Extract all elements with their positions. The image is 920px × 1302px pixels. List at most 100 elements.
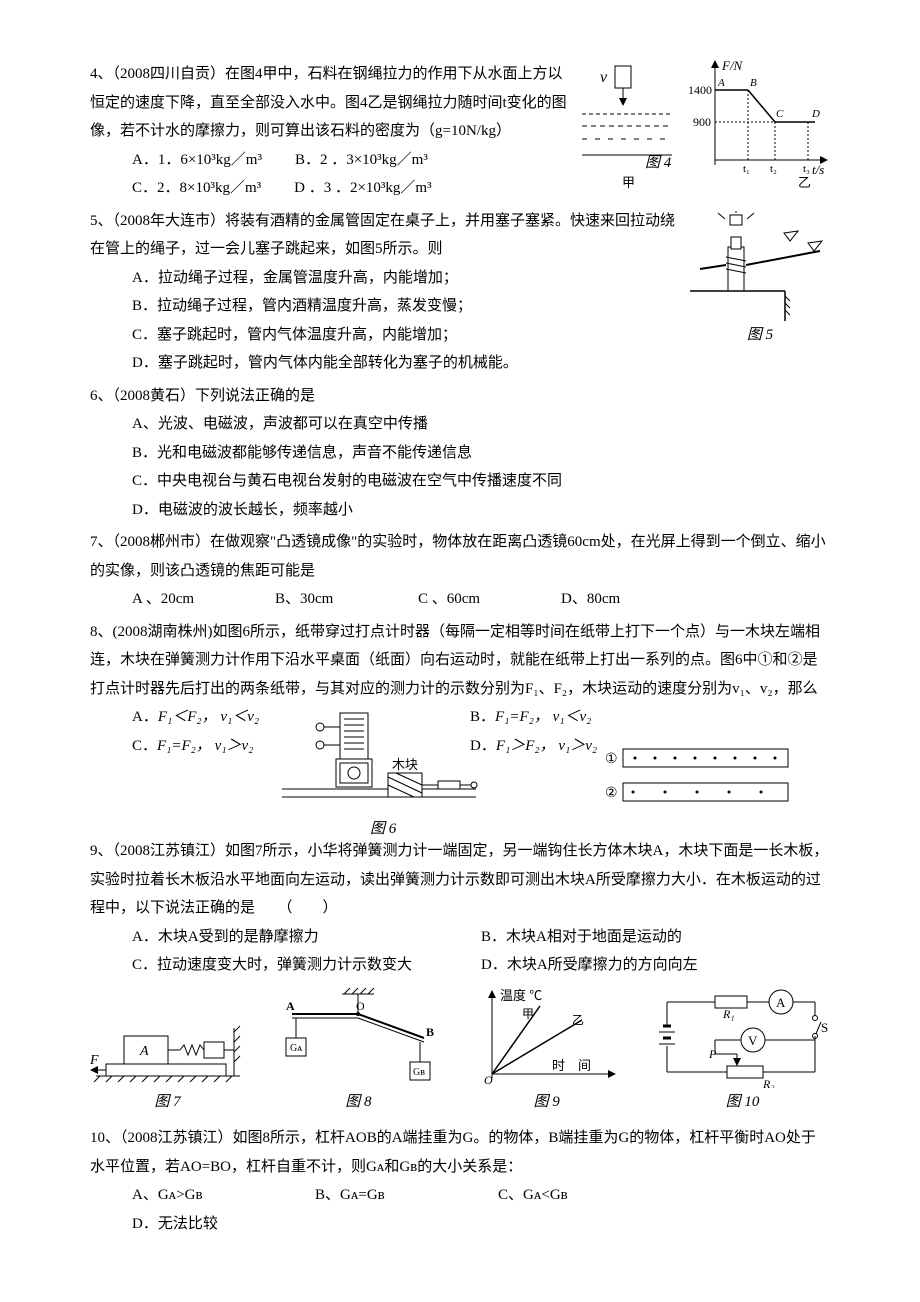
q10-optD: D．无法比较 [132, 1210, 252, 1239]
q4-optB: B．2 ．3×10³kg／m³ [295, 146, 428, 175]
q9-optD: D．木块A所受摩擦力的方向向左 [481, 951, 830, 980]
q4-optC: C．2．8×10³kg／m³ [132, 174, 261, 203]
q7-options: A 、20cm B、30cm C 、60cm D、80cm [90, 585, 830, 614]
question-7: 7、（2008郴州市）在做观察"凸透镜成像"的实验时，物体放在距离凸透镜60cm… [90, 528, 830, 614]
figure-7: A F 图 7 [90, 998, 245, 1117]
q8A-pre: A． [132, 709, 158, 725]
q8-text: 8、(2008湖南株州)如图6所示，纸带穿过打点计时器（每隔一定相等时间在纸带上… [90, 624, 820, 697]
fig8-O: O [356, 999, 365, 1013]
fig9-jia: 甲 [522, 1007, 534, 1021]
fig10-S: S [821, 1020, 828, 1035]
q9-num: 9、 [90, 843, 113, 859]
figure-6-apparatus: 木块 [280, 709, 480, 829]
q8-optD: F₁＞F₂， v₁＞v₂ [496, 738, 597, 754]
q5-text: 5、（2008年大连市）将装有酒精的金属管固定在桌子上，并用塞子塞紧。快速来回拉… [90, 213, 675, 258]
q8C-pre: C． [132, 738, 157, 754]
fig8-A: A [286, 999, 295, 1013]
figure-9: 温度 ℃ 时 间 甲 乙 O 图 9 [472, 988, 622, 1117]
q4-options2: C．2．8×10³kg／m³ D ．3 ．2×10³kg／m³ [90, 174, 570, 203]
q7-optC: C 、60cm [418, 585, 528, 614]
figure-7-label: 图 7 [154, 1088, 180, 1117]
figure-8: O A B Gᴀ Gв 图 8 [278, 988, 438, 1117]
q10-optB: B、Gᴀ=Gв [315, 1181, 465, 1210]
q6-text: 6、（2008黄石）下列说法正确的是 [90, 388, 315, 404]
q6-options: A、光波、电磁波，声波都可以在真空中传播 B．光和电磁波都能够传递信息，声音不能… [90, 410, 830, 524]
question-10: 10、（2008江苏镇江）如图8所示，杠杆AOB的A端挂重为G。的物体，B端挂重… [90, 1124, 830, 1238]
q9-left-opts: A．木块A受到的是静摩擦力 C．拉动速度变大时，弹簧测力计示数变大 [90, 923, 481, 980]
q5-optD: D．塞子跳起时，管内气体内能全部转化为塞子的机械能。 [132, 349, 830, 378]
fig10-R2: R₂ [762, 1077, 775, 1088]
tape-2-label: ② [605, 786, 618, 801]
fig7-F: F [90, 1053, 99, 1068]
q9-right-opts: B．木块A相对于地面是运动的 D．木块A所受摩擦力的方向向左 [481, 923, 830, 980]
q7-optD: D、80cm [561, 585, 671, 614]
q4-src: （2008四川自贡） [113, 66, 226, 82]
fig8-GB: Gв [413, 1067, 425, 1078]
fig6-block-label: 木块 [392, 757, 418, 772]
q6-body: 下列说法正确的是 [195, 388, 315, 404]
figure-9-label: 图 9 [534, 1088, 560, 1117]
fig10-R1: R₁ [722, 1007, 735, 1021]
fig10-P: P [708, 1047, 717, 1061]
q4-optD: D ．3 ．2×10³kg／m³ [294, 174, 431, 203]
question-9: 9、（2008江苏镇江）如图7所示，小华将弹簧测力计一端固定，另一端钩住长方体木… [90, 837, 830, 980]
question-4: 4、（2008四川自贡）在图4甲中，石料在钢绳拉力的作用下从水面上方以恒定的速度… [90, 60, 830, 203]
q10-optA: A、Gᴀ>Gв [132, 1181, 282, 1210]
q5-optA: A．拉动绳子过程，金属管温度升高，内能增加； [132, 264, 830, 293]
q9-src: （2008江苏镇江） [113, 843, 226, 859]
q6-optC: C．中央电视台与黄石电视台发射的电磁波在空气中传播速度不同 [132, 467, 830, 496]
q6-optD: D．电磁波的波长越长，频率越小 [132, 496, 830, 525]
q6-optB: B．光和电磁波都能够传递信息，声音不能传递信息 [132, 439, 830, 468]
fig9-xlabel: 时 间 [552, 1058, 591, 1073]
q8-src: (2008湖南株州) [113, 624, 213, 640]
q10-optC: C、Gᴀ<Gв [498, 1181, 648, 1210]
figure-row: A F 图 7 O A B [90, 988, 830, 1117]
q8-optA: F₁＜F₂， v₁＜v₂ [158, 709, 259, 725]
question-6: 6、（2008黄石）下列说法正确的是 A、光波、电磁波，声波都可以在真空中传播 … [90, 382, 830, 525]
fig10-A: A [776, 995, 786, 1010]
question-8: 8、(2008湖南株州)如图6所示，纸带穿过打点计时器（每隔一定相等时间在纸带上… [90, 618, 830, 834]
q7-optB: B、30cm [275, 585, 385, 614]
question-5: 5、（2008年大连市）将装有酒精的金属管固定在桌子上，并用塞子塞紧。快速来回拉… [90, 207, 830, 378]
q9-optB: B．木块A相对于地面是运动的 [481, 923, 830, 952]
svg-text:O: O [484, 1073, 493, 1087]
q5-optB: B．拉动绳子过程，管内酒精温度升高，蒸发变慢； [132, 292, 830, 321]
q10-num: 10、 [90, 1130, 120, 1146]
tape-1-label: ① [605, 752, 618, 767]
q6-num: 6、 [90, 388, 113, 404]
q7-optA: A 、20cm [132, 585, 242, 614]
q5-options: A．拉动绳子过程，金属管温度升高，内能增加； B．拉动绳子过程，管内酒精温度升高… [90, 264, 830, 378]
figure-10-label: 图 10 [726, 1088, 760, 1117]
q8-opts-right: B．F₁=F₂， v₁＜v₂ D．F₁＞F₂， v₁＞v₂ [470, 703, 597, 760]
q8-optC: F₁=F₂， v₁＞v₂ [157, 738, 253, 754]
figure-10: R₁ A S R₂ P [655, 988, 830, 1117]
fig7-A: A [139, 1044, 149, 1059]
q6-optA: A、光波、电磁波，声波都可以在真空中传播 [132, 410, 830, 439]
q9-text: 9、（2008江苏镇江）如图7所示，小华将弹簧测力计一端固定，另一端钩住长方体木… [90, 843, 828, 916]
q4-options: A．1．6×10³kg／m³ B．2 ．3×10³kg／m³ [90, 146, 570, 175]
fig8-B: B [426, 1025, 434, 1039]
q6-src: （2008黄石） [113, 388, 196, 404]
q9-optA: A．木块A受到的是静摩擦力 [132, 923, 481, 952]
q10-src: （2008江苏镇江） [120, 1130, 233, 1146]
q4-text: 4、（2008四川自贡）在图4甲中，石料在钢绳拉力的作用下从水面上方以恒定的速度… [90, 66, 567, 139]
q7-src: （2008郴州市） [113, 534, 211, 550]
fig10-V: V [748, 1033, 758, 1048]
q10-text: 10、（2008江苏镇江）如图8所示，杠杆AOB的A端挂重为G。的物体，B端挂重… [90, 1130, 816, 1175]
q8-optB: F₁=F₂， v₁＜v₂ [495, 709, 591, 725]
q5-src: （2008年大连市） [113, 213, 226, 229]
fig9-yi: 乙 [572, 1013, 584, 1027]
q7-text: 7、（2008郴州市）在做观察"凸透镜成像"的实验时，物体放在距离凸透镜60cm… [90, 534, 826, 579]
q4-optA: A．1．6×10³kg／m³ [132, 146, 262, 175]
q8-opts-left: A．F₁＜F₂， v₁＜v₂ C．F₁=F₂， v₁＞v₂ [132, 703, 259, 760]
q8-num: 8、 [90, 624, 113, 640]
q7-num: 7、 [90, 534, 113, 550]
fig9-ylabel: 温度 ℃ [500, 988, 542, 1003]
figure-6-tapes: ① ② [605, 747, 795, 817]
q5-optC: C．塞子跳起时，管内气体温度升高，内能增加； [132, 321, 830, 350]
q9-optC: C．拉动速度变大时，弹簧测力计示数变大 [132, 951, 481, 980]
q5-num: 5、 [90, 213, 113, 229]
fig8-GA: Gᴀ [290, 1043, 303, 1054]
figure-8-label: 图 8 [345, 1088, 371, 1117]
q4-num: 4、 [90, 66, 113, 82]
